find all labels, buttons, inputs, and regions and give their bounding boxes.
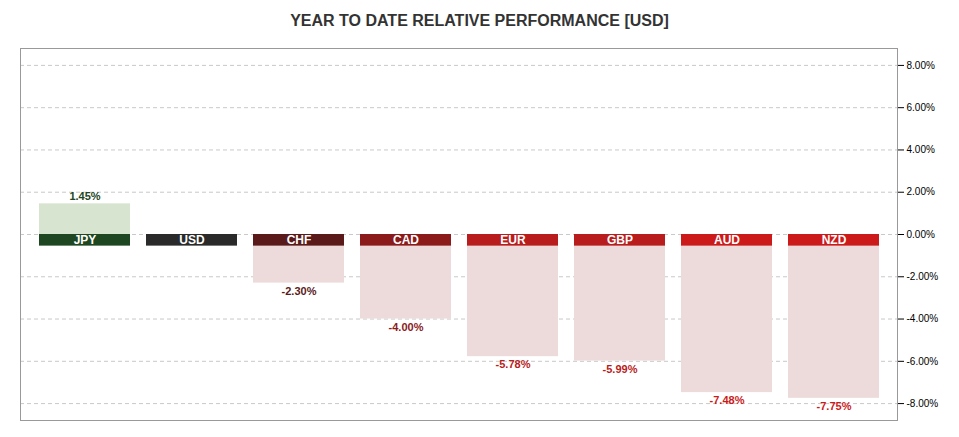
svg-text:-6.00%: -6.00% <box>907 356 939 367</box>
svg-text:0.00%: 0.00% <box>907 229 935 240</box>
svg-text:-4.00%: -4.00% <box>907 313 939 324</box>
svg-text:-8.00%: -8.00% <box>907 398 939 409</box>
svg-text:AUD: AUD <box>714 233 740 247</box>
html-text:YEAR TO DATE RELATIVE PERFORMA: YEAR TO DATE RELATIVE PERFORMANCE [USD] <box>290 12 669 29</box>
svg-text:JPY: JPY <box>74 233 97 247</box>
svg-text:-2.30%: -2.30% <box>282 285 317 297</box>
svg-text:USD: USD <box>179 233 205 247</box>
svg-text:NZD: NZD <box>822 233 847 247</box>
svg-text:GBP: GBP <box>607 233 633 247</box>
svg-text:-7.48%: -7.48% <box>710 394 745 406</box>
svg-text:CHF: CHF <box>287 233 312 247</box>
svg-text:2.00%: 2.00% <box>907 186 935 197</box>
svg-text:-5.78%: -5.78% <box>496 358 531 370</box>
svg-text:-5.99%: -5.99% <box>603 363 638 375</box>
svg-text:6.00%: 6.00% <box>907 102 935 113</box>
svg-text:4.00%: 4.00% <box>907 144 935 155</box>
svg-text:CAD: CAD <box>393 233 419 247</box>
svg-text:-7.75%: -7.75% <box>817 400 852 412</box>
svg-text:8.00%: 8.00% <box>907 60 935 71</box>
svg-text:EUR: EUR <box>500 233 526 247</box>
svg-text:-2.00%: -2.00% <box>907 271 939 282</box>
svg-text:-4.00%: -4.00% <box>389 321 424 333</box>
svg-text:1.45%: 1.45% <box>69 190 100 202</box>
